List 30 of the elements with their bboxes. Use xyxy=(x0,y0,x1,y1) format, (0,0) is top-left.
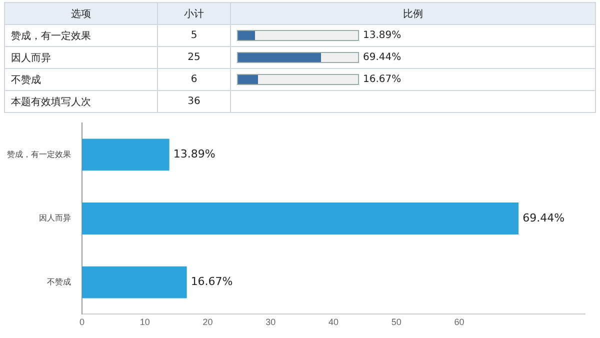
y-tick-label: 因人而异 xyxy=(39,214,71,223)
data-label: 16.67% xyxy=(363,74,402,86)
y-tick-label: 不赞成 xyxy=(47,278,71,287)
text: 本题有效填写人次 xyxy=(4,90,158,112)
x-tick-label: 0 xyxy=(79,317,85,328)
x-tick-label: 10 xyxy=(140,317,150,328)
data-label: 69.44% xyxy=(522,211,565,224)
text: 比例 xyxy=(230,2,596,24)
x-tick-label: 20 xyxy=(202,317,213,328)
data-label: 13.89% xyxy=(173,148,216,161)
y-tick-label: 赞成，有一定效果 xyxy=(7,150,71,159)
x-tick-label: 60 xyxy=(454,317,464,328)
x-tick-label: 50 xyxy=(391,317,402,328)
x-tick-label: 30 xyxy=(266,317,276,328)
category-label: 不赞成 xyxy=(4,68,158,90)
data-label: 6 xyxy=(158,68,230,90)
category-label: 因人而异 xyxy=(4,46,158,68)
text: 36 xyxy=(158,90,230,112)
category-label: 赞成，有一定效果 xyxy=(4,24,158,46)
data-label: 69.44% xyxy=(363,52,402,64)
text: 选项 xyxy=(4,2,158,24)
bar xyxy=(82,202,519,234)
x-tick-label: 40 xyxy=(328,317,339,328)
data-label: 25 xyxy=(158,46,230,68)
bar xyxy=(82,266,187,298)
data-label: 16.67% xyxy=(190,275,233,288)
data-label: 13.89% xyxy=(363,30,402,42)
bar xyxy=(82,138,170,171)
text: 小计 xyxy=(158,2,230,24)
data-label: 5 xyxy=(158,24,230,46)
